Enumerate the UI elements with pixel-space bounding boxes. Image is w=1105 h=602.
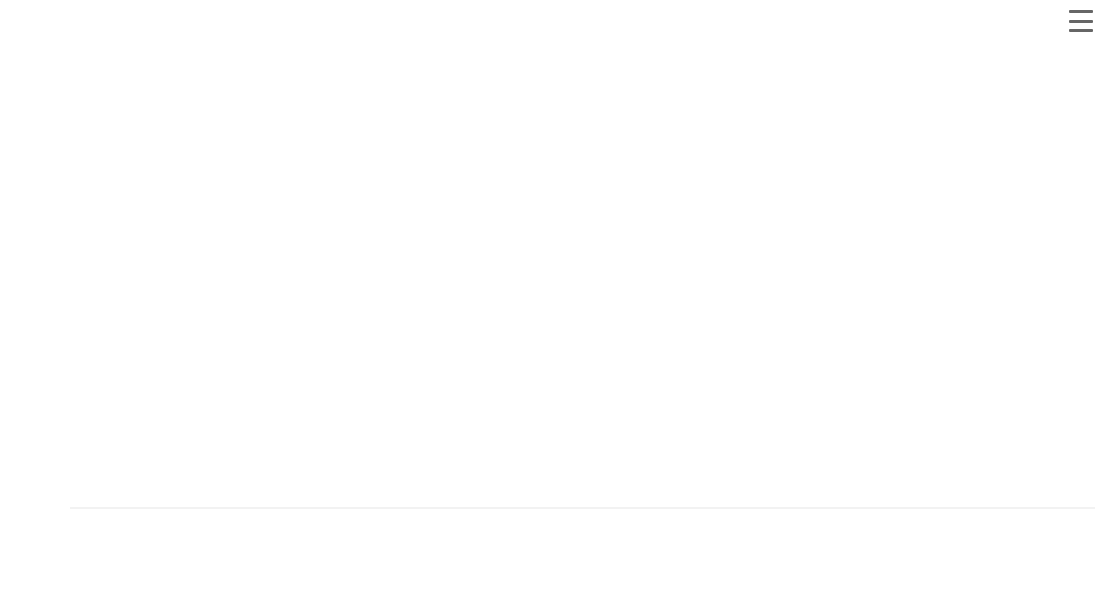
price-chart [0,0,1105,602]
chart-svg [0,0,1105,602]
chart-menu-button[interactable] [1069,8,1093,34]
